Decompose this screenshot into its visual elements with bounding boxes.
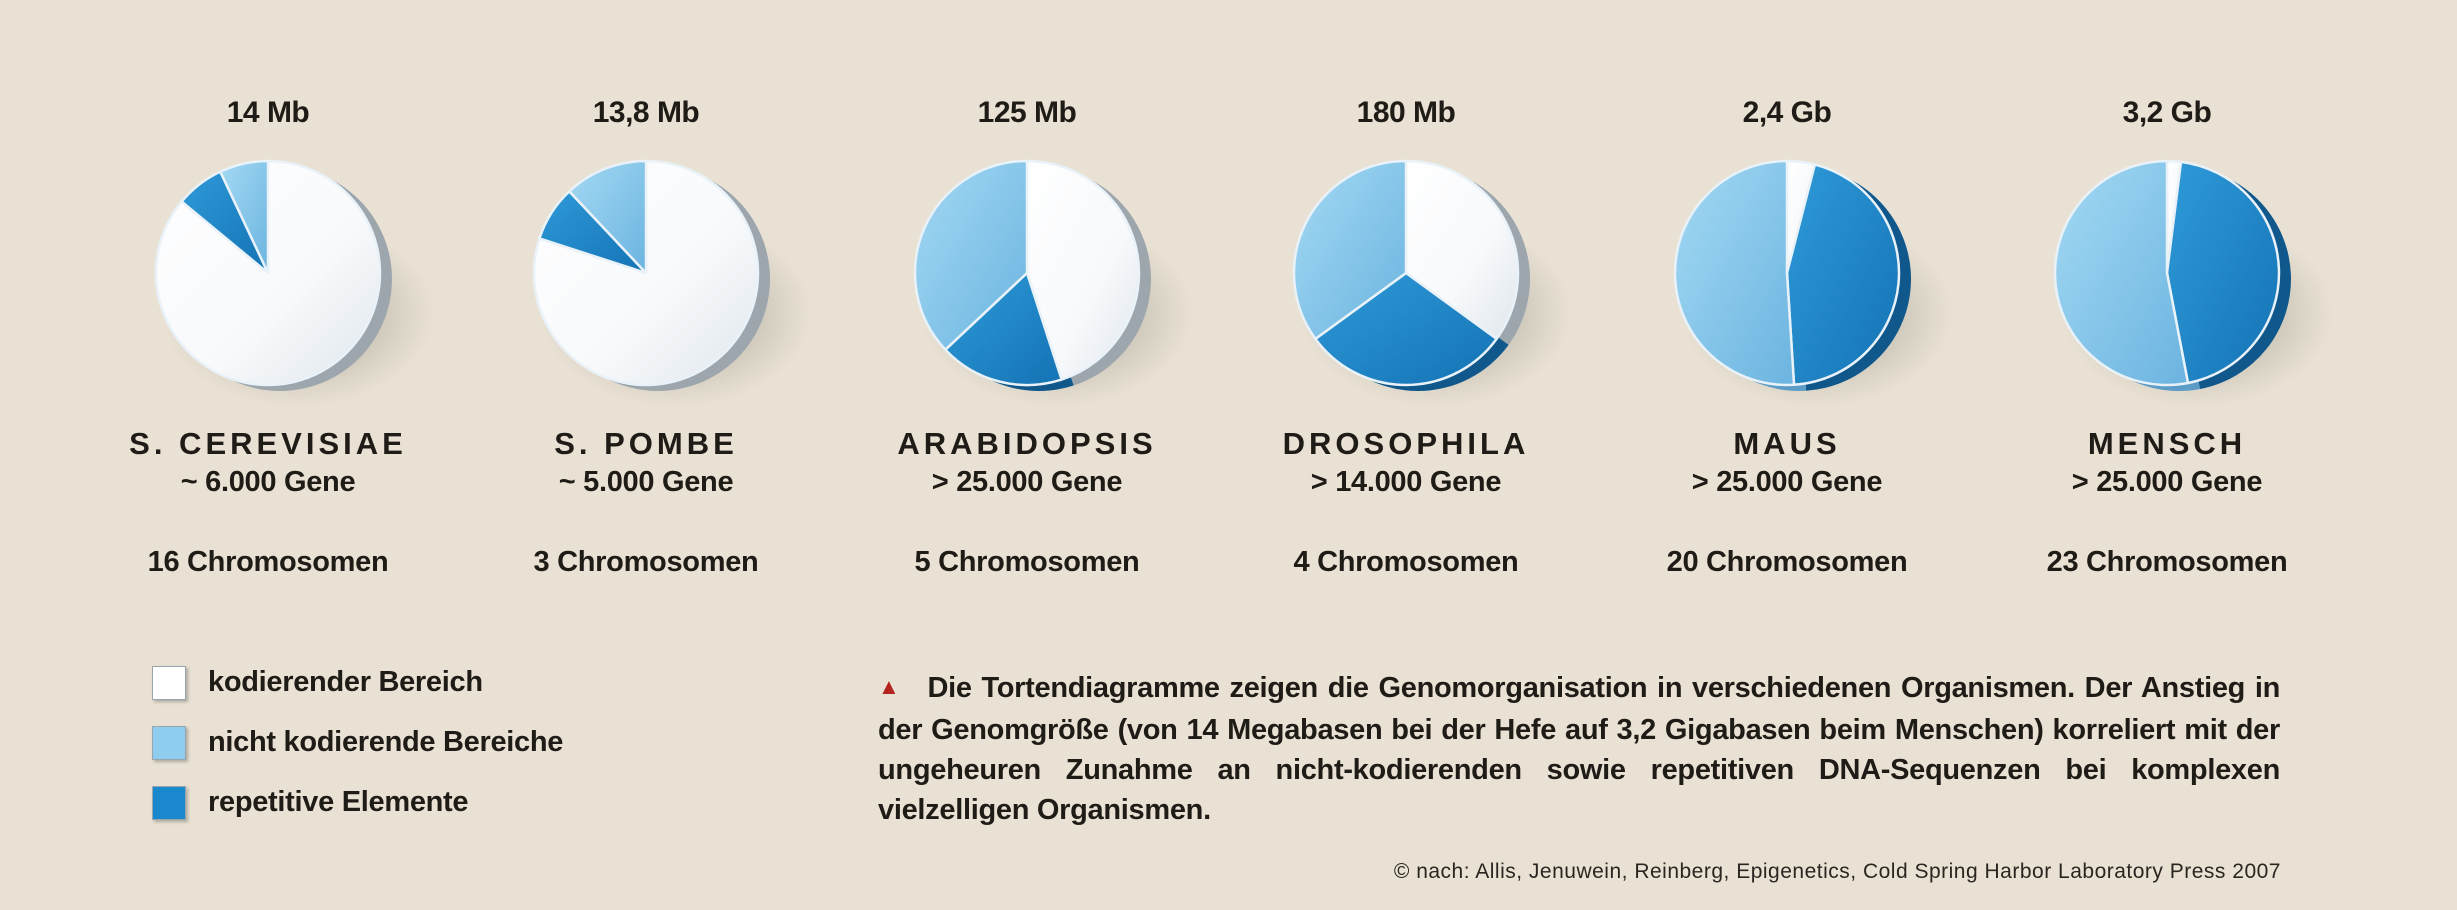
genome-size-label: 13,8 Mb <box>592 96 700 129</box>
pie-chart <box>1292 159 1572 407</box>
chromosome-count: 5 Chromosomen <box>914 546 1140 578</box>
organism-name: DROSOPHILA <box>1282 426 1530 461</box>
legend-label: repetitive Elemente <box>208 786 469 818</box>
caption: ▲ Die Tortendiagramme zeigen die Genomorg… <box>878 668 2280 830</box>
credit-line: © nach: Allis, Jenuwein, Reinberg, Epige… <box>1393 860 2281 883</box>
legend-item-noncoding: nicht kodierende Bereiche <box>152 722 672 762</box>
organism-name: S. CEREVISIAE <box>129 426 407 461</box>
pie-slice-repetitive <box>1314 271 1498 387</box>
pie-slice-repetitive <box>944 271 1063 387</box>
chromosome-count: 16 Chromosomen <box>147 546 389 578</box>
pie-chart <box>913 159 1193 407</box>
chromosome-count: 20 Chromosomen <box>1666 546 1908 578</box>
gene-count: ~ 5.000 Gene <box>558 466 734 498</box>
pie-slice-noncoding <box>1292 159 1408 341</box>
legend-item-coding: kodierender Bereich <box>152 662 672 702</box>
genome-size-label: 180 Mb <box>1356 96 1456 129</box>
legend-swatch-coding <box>152 666 186 700</box>
triangle-marker-icon: ▲ <box>878 674 902 699</box>
pie-chart <box>2053 159 2333 407</box>
pie-slice-repetitive <box>2165 160 2281 385</box>
genome-size-label: 2,4 Gb <box>1742 96 1832 129</box>
pie-chart <box>154 159 434 407</box>
gene-count: > 25.000 Gene <box>1691 466 1883 498</box>
organism-name: MAUS <box>1733 426 1841 461</box>
legend-item-repetitive: repetitive Elemente <box>152 782 672 822</box>
pie-slice-noncoding <box>219 159 270 275</box>
gene-count: > 25.000 Gene <box>2071 466 2263 498</box>
organism-name: ARABIDOPSIS <box>897 426 1157 461</box>
legend-swatch-repetitive <box>152 786 186 820</box>
pie-slice-noncoding <box>1673 159 1796 387</box>
organism-name: S. POMBE <box>554 426 738 461</box>
pie-slice-repetitive <box>1785 163 1901 387</box>
genome-size-label: 3,2 Gb <box>2122 96 2212 129</box>
gene-count: > 25.000 Gene <box>931 466 1123 498</box>
chromosome-count: 23 Chromosomen <box>2046 546 2288 578</box>
legend-label: nicht kodierende Bereiche <box>208 726 564 758</box>
gene-count: > 14.000 Gene <box>1310 466 1502 498</box>
genome-size-label: 14 Mb <box>226 96 310 129</box>
genome-size-label: 125 Mb <box>977 96 1077 129</box>
chromosome-count: 3 Chromosomen <box>533 546 759 578</box>
pie-chart <box>1673 159 1953 407</box>
chromosome-count: 4 Chromosomen <box>1293 546 1519 578</box>
pie-slice-coding <box>1404 159 1520 341</box>
legend-label: kodierender Bereich <box>208 666 483 698</box>
gene-count: ~ 6.000 Gene <box>180 466 356 498</box>
pie-slice-coding <box>1025 159 1141 381</box>
pie-slice-noncoding <box>913 159 1029 351</box>
pie-charts <box>154 159 2333 407</box>
pie-slice-noncoding <box>2053 159 2190 387</box>
pie-slice-noncoding <box>568 159 648 275</box>
pie-chart <box>532 159 812 407</box>
legend-swatch-noncoding <box>152 726 186 760</box>
caption-text: Die Tortendiagramme zeigen die Genomorga… <box>878 672 2280 826</box>
organism-name: MENSCH <box>2087 426 2247 461</box>
